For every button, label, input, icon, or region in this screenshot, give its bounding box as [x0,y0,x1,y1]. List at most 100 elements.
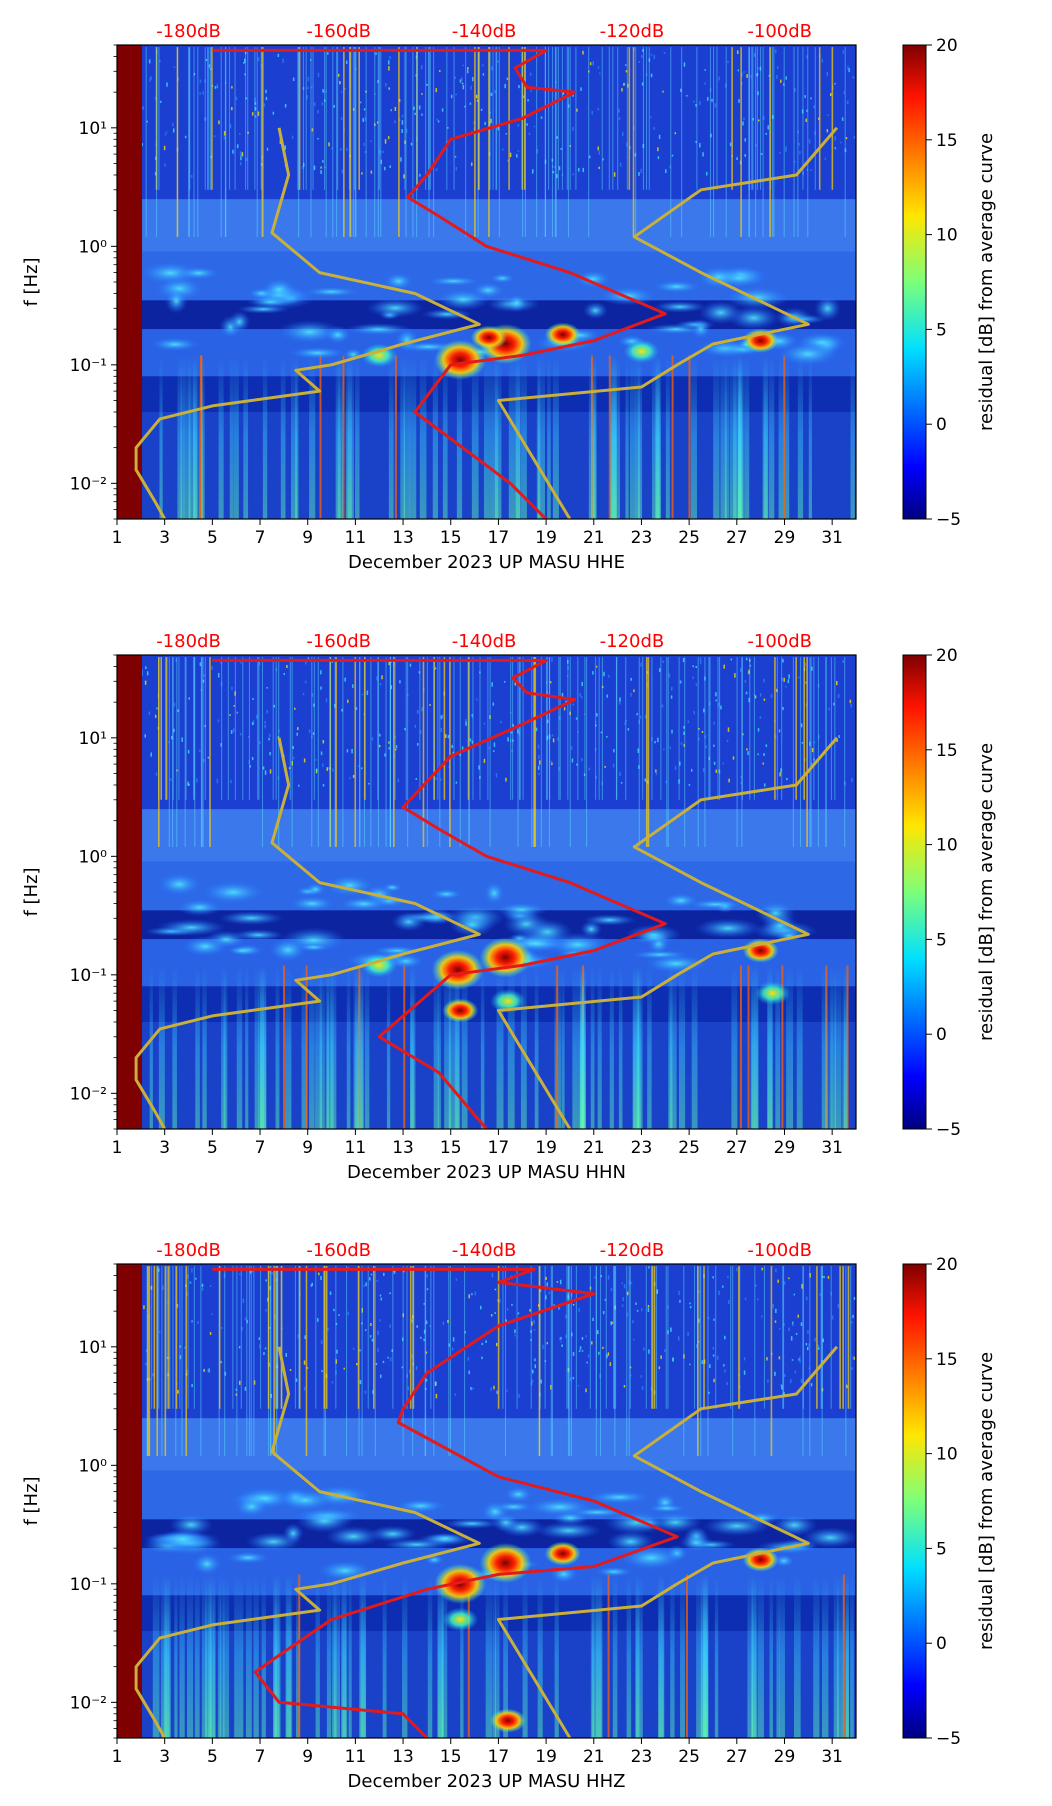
x-tick-label: 13 [392,1138,414,1158]
noise-speckle [244,58,246,63]
transient-streak [774,657,776,800]
noise-speckle [216,83,219,89]
noise-speckle [505,133,508,135]
microseism-cloud [492,1501,535,1513]
noise-speckle [842,50,845,54]
noise-speckle [722,1285,724,1288]
noise-speckle [387,1356,389,1359]
y-tick-label: 10⁻² [70,1084,107,1104]
transient-streak [763,1266,766,1409]
x-tick-label: 21 [583,1747,605,1767]
noise-speckle [211,1313,213,1316]
noise-speckle [619,697,621,702]
noise-speckle [320,670,322,675]
low-freq-streak [744,355,750,519]
noise-speckle [362,118,364,123]
noise-speckle [435,1381,437,1386]
noise-speckle [258,1337,261,1340]
transient-streak [519,657,521,800]
low-freq-streak [842,1574,845,1738]
noise-speckle [191,1320,193,1323]
transient-streak [847,1266,850,1409]
noise-speckle [530,1330,532,1334]
transient-streak [280,1266,283,1409]
noise-speckle [740,667,742,672]
noise-speckle [163,145,166,151]
noise-speckle [793,1293,796,1296]
noise-speckle [826,129,829,133]
noise-speckle [604,765,606,768]
low-freq-streak [608,355,611,519]
transient-streak [200,1266,202,1456]
noise-speckle [565,700,567,704]
noise-speckle [677,1336,680,1341]
transient-streak [260,47,262,190]
low-freq-streak [438,1574,444,1738]
noise-speckle [404,140,406,145]
noise-speckle [347,699,349,703]
noise-speckle [187,749,190,754]
noise-speckle [567,1367,570,1372]
noise-speckle [529,72,532,76]
noise-speckle [149,77,152,82]
noise-speckle [533,125,536,128]
microseism-cloud [218,911,284,926]
low-freq-streak [364,965,370,1129]
noise-speckle [730,658,733,661]
noise-speckle [783,1392,785,1397]
transient-streak [169,1266,171,1409]
noise-speckle [258,661,261,666]
transient-streak [531,657,533,847]
noise-speckle [286,665,288,669]
noise-speckle [800,1378,803,1384]
noise-speckle [689,1302,691,1305]
transient-streak [558,657,560,800]
transient-streak [645,47,648,190]
noise-speckle [150,752,152,757]
noise-speckle [709,88,712,92]
noise-speckle [606,694,608,698]
x-tick-label: 29 [774,528,796,548]
noise-speckle [554,81,557,84]
noise-speckle [817,1347,820,1350]
transient-streak [380,47,382,237]
noise-speckle [680,742,683,745]
transient-streak [478,47,480,190]
noise-speckle [204,79,206,83]
noise-speckle [698,1318,700,1323]
noise-speckle [723,1364,725,1367]
noise-speckle [523,95,525,98]
low-freq-streak [850,355,855,519]
noise-speckle [331,147,333,150]
noise-speckle [556,174,558,179]
noise-speckle [320,170,322,175]
noise-speckle [502,148,504,151]
low-freq-streak [212,1574,216,1738]
noise-speckle [632,1338,635,1341]
noise-speckle [612,763,615,768]
noise-speckle [420,65,423,70]
noise-speckle [303,1360,306,1365]
noise-speckle [531,1321,533,1326]
low-freq-streak [561,965,565,1129]
noise-speckle [565,1334,568,1339]
low-freq-streak [554,1574,559,1738]
transient-streak [181,1266,183,1456]
transient-streak [234,657,236,800]
noise-speckle [236,711,239,714]
low-freq-streak [245,965,249,1129]
noise-speckle [757,67,759,70]
noise-speckle [728,1299,730,1305]
y-tick-label: 10⁰ [79,1456,108,1476]
noise-speckle [359,101,362,104]
noise-speckle [253,1380,256,1385]
transient-streak [433,47,435,237]
microseism-cloud [302,286,361,297]
transient-streak [489,47,491,190]
noise-speckle [435,777,437,780]
heatmap-area [117,1264,856,1738]
transient-streak [377,657,379,800]
transient-streak [548,47,550,190]
microseism-cloud [429,888,464,900]
